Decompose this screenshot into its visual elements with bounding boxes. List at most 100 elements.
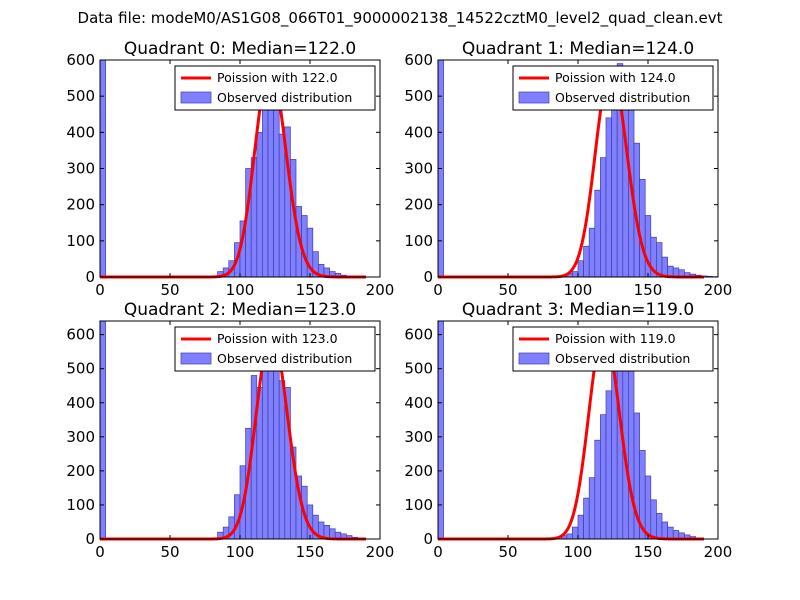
quadrant-0-legend: Poission with 122.0 Observed distribution <box>174 65 376 111</box>
quadrant-0-legend-observed-label: Observed distribution <box>217 90 352 105</box>
quadrant-3-bar <box>600 414 607 540</box>
quadrant-3-bar <box>650 499 657 540</box>
quadrant-0-xtick-label: 0 <box>95 281 105 299</box>
quadrant-2-ytick-label: 300 <box>66 428 95 446</box>
quadrant-2-legend-poisson-label: Poission with 123.0 <box>217 331 338 346</box>
quadrant-0-legend-poisson-label: Poission with 122.0 <box>217 70 338 85</box>
quadrant-2-panel: Quadrant 2: Median=123.0 0 50 100 150 200 0 100… <box>66 300 394 561</box>
quadrant-1-legend: Poission with 124.0 Observed distribution <box>512 65 714 111</box>
quadrant-3-legend: Poission with 119.0 Observed distribution <box>512 326 714 372</box>
quadrant-2-bar <box>262 342 269 540</box>
quadrant-3-bar <box>583 497 590 540</box>
quadrant-1-legend-poisson-label: Poission with 124.0 <box>555 70 676 85</box>
quadrant-2-legend: Poission with 123.0 Observed distribution <box>174 326 376 372</box>
quadrant-3-bar <box>572 526 579 540</box>
quadrant-1-bar <box>588 227 596 278</box>
quadrant-0-ytick-label: 500 <box>66 87 95 105</box>
quadrant-3-ytick-label: 400 <box>404 394 433 412</box>
quadrant-3-bar <box>594 439 601 540</box>
quadrant-3-bar <box>566 533 573 540</box>
quadrant-1-legend-bar-swatch <box>518 91 550 104</box>
quadrant-2-bar <box>99 320 106 540</box>
quadrant-0-bar <box>256 131 263 278</box>
quadrant-3-xtick-label: 200 <box>704 543 733 561</box>
quadrant-2-xtick-label: 150 <box>296 543 325 561</box>
quadrant-3-legend-poisson-label: Poission with 119.0 <box>555 331 676 346</box>
quadrant-1-xtick-label: 200 <box>704 281 733 299</box>
quadrant-1-bar <box>583 245 590 278</box>
quadrant-1-ytick-label: 500 <box>404 87 433 105</box>
quadrant-1-xtick-label: 50 <box>498 281 517 299</box>
quadrant-1-bar <box>577 260 584 278</box>
quadrant-1-xtick-label: 100 <box>564 281 593 299</box>
quadrant-0-ytick-label: 0 <box>85 268 95 286</box>
quadrant-1-bar <box>600 157 607 278</box>
quadrant-0-ytick-label: 400 <box>66 123 95 141</box>
quadrant-1-bar <box>572 271 579 278</box>
quadrant-2-xtick-label: 100 <box>226 543 255 561</box>
quadrant-1-panel: Quadrant 1: Median=124.0 0 50 100 150 200 0 100… <box>404 39 732 299</box>
quadrant-0-title: Quadrant 0: Median=122.0 <box>124 39 356 59</box>
quadrant-1-bar <box>594 189 601 278</box>
quadrant-3-bar <box>605 390 612 540</box>
quadrant-1-ytick-label: 400 <box>404 123 433 141</box>
quadrant-3-legend-observed-label: Observed distribution <box>555 351 690 366</box>
quadrant-2-ytick-label: 600 <box>66 326 95 344</box>
quadrant-0-ytick-label: 200 <box>66 196 95 214</box>
quadrant-0-xtick-label: 100 <box>226 281 255 299</box>
quadrant-3-ytick-label: 600 <box>404 326 433 344</box>
quadrant-0-ytick-label: 300 <box>66 160 95 178</box>
quadrant-3-bar <box>628 356 635 540</box>
quadrant-0-xtick-label: 50 <box>160 281 179 299</box>
quadrant-2-ytick-label: 400 <box>66 394 95 412</box>
quadrant-3-bar <box>656 513 663 540</box>
quadrant-3-ytick-label: 300 <box>404 428 433 446</box>
quadrant-3-legend-bar-swatch <box>518 352 550 365</box>
quadrant-2-ytick-label: 200 <box>66 462 95 480</box>
quadrant-0-bar <box>278 133 286 278</box>
quadrant-2-ytick-label: 0 <box>85 530 95 548</box>
quadrant-2-legend-observed-label: Observed distribution <box>217 351 352 366</box>
quadrant-1-xtick-label: 150 <box>634 281 663 299</box>
quadrant-2-bar <box>273 356 280 540</box>
quadrant-1-title: Quadrant 1: Median=124.0 <box>462 39 694 59</box>
quadrant-1-bar <box>605 117 612 278</box>
quadrant-3-bar <box>667 526 674 540</box>
quadrant-0-bar <box>267 101 274 278</box>
quadrant-3-ytick-label: 100 <box>404 496 433 514</box>
quadrant-2-xtick-label: 200 <box>366 543 395 561</box>
quadrant-0-xtick-label: 150 <box>296 281 325 299</box>
quadrant-3-ytick-label: 0 <box>423 530 433 548</box>
quadrant-3-title: Quadrant 3: Median=119.0 <box>462 300 694 320</box>
quadrant-1-legend-observed-label: Observed distribution <box>555 90 690 105</box>
quadrant-2-ytick-label: 100 <box>66 496 95 514</box>
quadrant-2-xtick-label: 50 <box>160 543 179 561</box>
quadrant-1-ytick-label: 600 <box>404 51 433 69</box>
quadrant-3-xtick-label: 50 <box>498 543 517 561</box>
quadrant-3-bar <box>577 514 584 540</box>
quadrant-3-ytick-label: 500 <box>404 360 433 378</box>
quadrant-0-bar <box>262 81 269 278</box>
quadrant-3-xtick-label: 100 <box>564 543 593 561</box>
quadrant-3-bar <box>437 320 444 540</box>
quadrant-1-bar <box>661 256 668 278</box>
quadrant-3-bar <box>661 521 668 540</box>
quadrant-2-xtick-label: 0 <box>95 543 105 561</box>
quadrant-1-ytick-label: 300 <box>404 160 433 178</box>
quadrant-3-bar <box>644 475 652 540</box>
quadrant-1-ytick-label: 200 <box>404 196 433 214</box>
quadrant-0-ytick-label: 600 <box>66 51 95 69</box>
quadrant-1-ytick-label: 100 <box>404 232 433 250</box>
quadrant-1-ytick-label: 0 <box>423 268 433 286</box>
quadrant-0-panel: Quadrant 0: Median=122.0 0 50 100 150 200 0 100… <box>66 39 394 299</box>
quadrant-0-legend-bar-swatch <box>180 91 212 104</box>
quadrant-3-xtick-label: 150 <box>634 543 663 561</box>
quadrant-2-legend-bar-swatch <box>180 352 212 365</box>
quadrant-0-ytick-label: 100 <box>66 232 95 250</box>
quadrant-2-title: Quadrant 2: Median=123.0 <box>124 300 356 320</box>
figure-suptitle: Data file: modeM0/AS1G08_066T01_90000021… <box>78 9 723 28</box>
quadrant-2-bar <box>278 380 286 540</box>
quadrant-0-bar <box>273 88 280 278</box>
quadrant-1-bar <box>639 179 646 278</box>
